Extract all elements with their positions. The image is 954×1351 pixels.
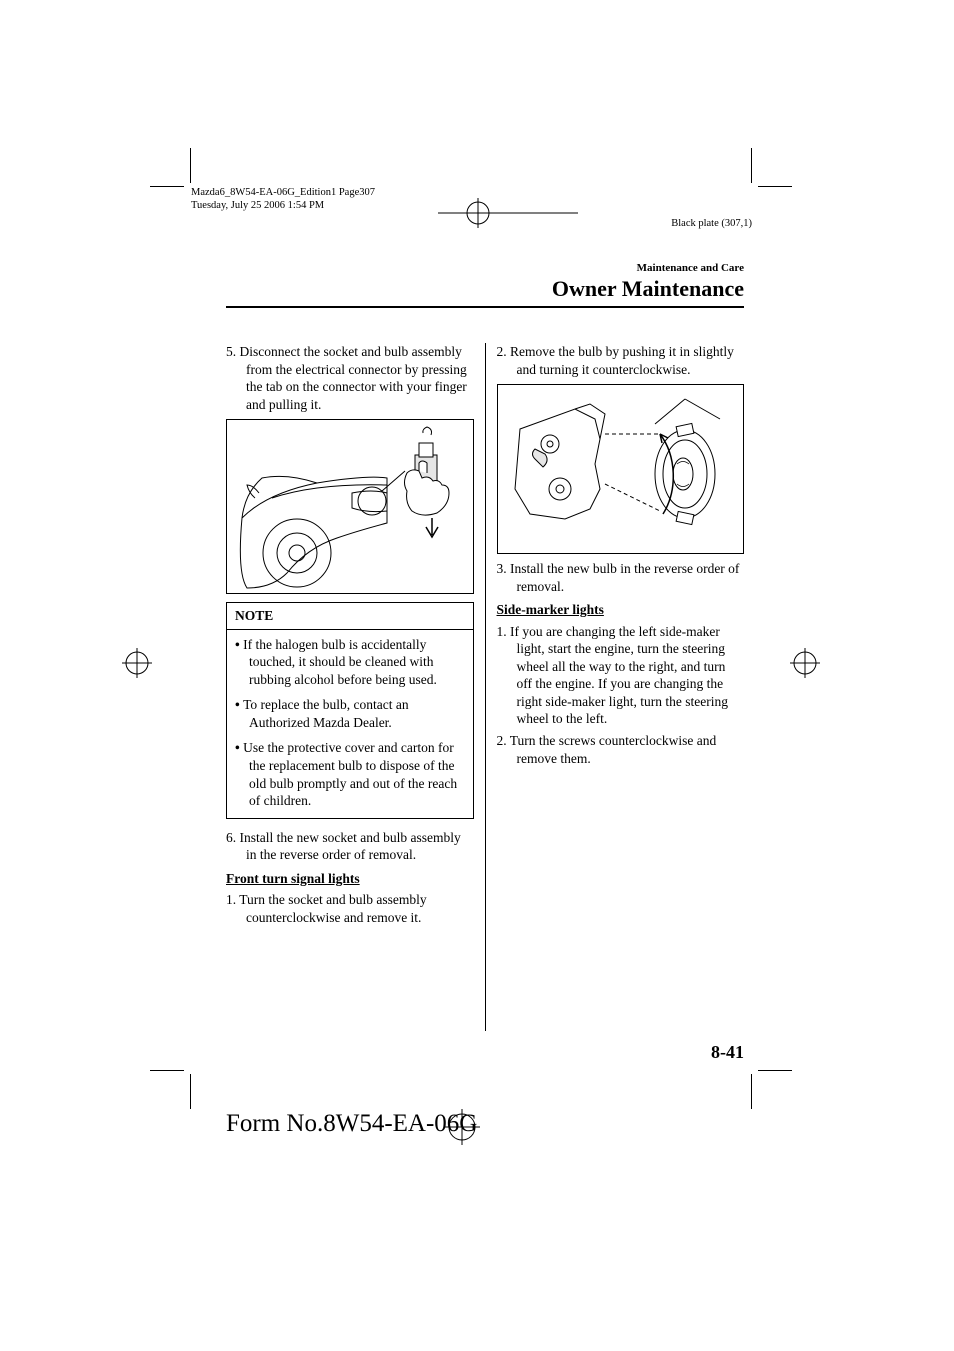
crop-mark xyxy=(751,148,752,183)
note-box: NOTE If the halogen bulb is accidentally… xyxy=(226,602,474,818)
note-item: To replace the bulb, contact an Authoriz… xyxy=(235,696,465,731)
crop-mark xyxy=(751,1074,752,1109)
note-item: Use the protective cover and carton for … xyxy=(235,739,465,809)
content-area: 5. Disconnect the socket and bulb assemb… xyxy=(226,343,744,1031)
figure-headlight-socket xyxy=(226,419,474,594)
crop-mark xyxy=(758,186,792,187)
crop-mark xyxy=(150,186,184,187)
subsection-front-turn-signal: Front turn signal lights xyxy=(226,870,474,888)
doc-meta-line1: Mazda6_8W54-EA-06G_Edition1 Page307 xyxy=(191,186,375,199)
step-2b: 2. Turn the screws counterclockwise and … xyxy=(497,732,745,767)
page-header: Maintenance and Care Owner Maintenance xyxy=(226,262,744,308)
registration-mark-right xyxy=(790,648,820,683)
step-2: 2. Remove the bulb by pushing it in slig… xyxy=(497,343,745,378)
crop-mark xyxy=(190,1074,191,1109)
figure-bulb-rotation xyxy=(497,384,745,554)
registration-mark-top xyxy=(438,198,578,233)
subsection-side-marker: Side-marker lights xyxy=(497,601,745,619)
page-number: 8-41 xyxy=(711,1042,744,1063)
left-column: 5. Disconnect the socket and bulb assemb… xyxy=(226,343,485,1031)
black-plate-label: Black plate (307,1) xyxy=(671,218,752,229)
crop-mark xyxy=(150,1070,184,1071)
step-1a: 1. Turn the socket and bulb assembly cou… xyxy=(226,891,474,926)
step-3: 3. Install the new bulb in the reverse o… xyxy=(497,560,745,595)
step-1b: 1. If you are changing the left side-mak… xyxy=(497,623,745,728)
note-item: If the halogen bulb is accidentally touc… xyxy=(235,636,465,689)
crop-mark xyxy=(758,1070,792,1071)
chapter-title: Maintenance and Care xyxy=(226,262,744,274)
doc-meta: Mazda6_8W54-EA-06G_Edition1 Page307 Tues… xyxy=(191,186,375,212)
registration-mark-center xyxy=(442,1107,482,1152)
form-number: Form No.8W54-EA-06G xyxy=(226,1110,477,1138)
step-6: 6. Install the new socket and bulb assem… xyxy=(226,829,474,864)
right-column: 2. Remove the bulb by pushing it in slig… xyxy=(485,343,745,1031)
note-body: If the halogen bulb is accidentally touc… xyxy=(227,630,473,818)
note-title: NOTE xyxy=(227,603,473,630)
registration-mark-left xyxy=(122,648,152,683)
headlight-diagram xyxy=(237,423,462,591)
step-5: 5. Disconnect the socket and bulb assemb… xyxy=(226,343,474,413)
doc-meta-line2: Tuesday, July 25 2006 1:54 PM xyxy=(191,199,375,212)
bulb-rotation-diagram xyxy=(505,389,735,549)
crop-mark xyxy=(190,148,191,183)
section-title: Owner Maintenance xyxy=(226,276,744,302)
